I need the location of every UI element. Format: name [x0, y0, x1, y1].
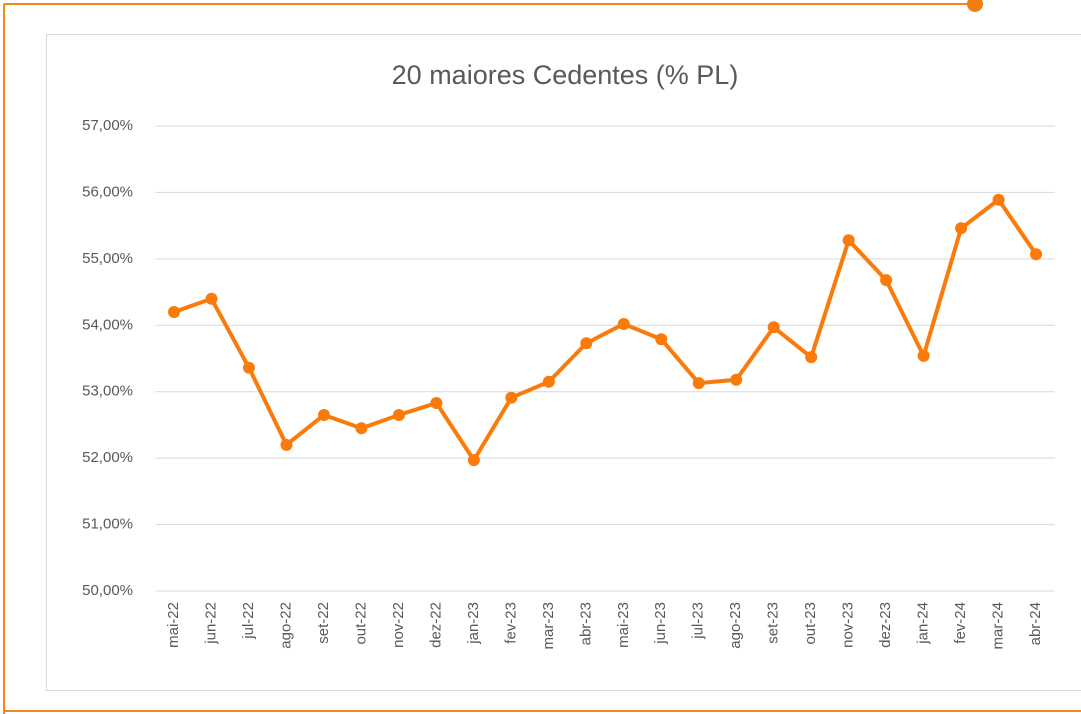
data-point — [730, 373, 743, 386]
data-point — [580, 337, 593, 350]
data-point — [880, 274, 893, 287]
x-tick-label: out-23 — [802, 602, 819, 645]
y-tick-label: 52,00% — [82, 449, 133, 466]
x-tick-label: ago-22 — [277, 602, 294, 649]
x-tick-label: set-22 — [315, 602, 332, 644]
x-tick-label: fev-24 — [952, 602, 969, 644]
y-tick-label: 54,00% — [82, 316, 133, 333]
data-point — [355, 422, 368, 435]
data-point — [392, 408, 405, 421]
data-point — [317, 408, 330, 421]
x-tick-label: jun-22 — [202, 602, 219, 645]
x-tick-label: nov-23 — [840, 602, 857, 648]
x-tick-label: jul-22 — [240, 602, 257, 640]
x-tick-label: dez-23 — [877, 602, 894, 648]
y-tick-label: 53,00% — [82, 383, 133, 400]
x-tick-label: ago-23 — [727, 602, 744, 649]
x-tick-label: nov-22 — [390, 602, 407, 648]
x-tick-label: out-22 — [352, 602, 369, 645]
data-point — [430, 397, 443, 410]
data-point — [955, 222, 968, 235]
data-point — [542, 375, 555, 388]
x-tick-label: jun-23 — [652, 602, 669, 645]
x-tick-label: mar-23 — [540, 602, 557, 650]
data-point — [917, 349, 930, 362]
y-tick-label: 50,00% — [82, 582, 133, 599]
x-tick-label: mai-22 — [165, 602, 182, 648]
data-point — [805, 351, 818, 364]
x-tick-label: set-23 — [765, 602, 782, 644]
y-tick-label: 57,00% — [82, 117, 133, 134]
data-point — [992, 193, 1005, 206]
data-point — [168, 306, 181, 318]
chart-box — [46, 34, 1081, 691]
x-tick-label: jan-23 — [465, 602, 482, 645]
data-point — [767, 321, 780, 334]
data-point — [1030, 248, 1043, 261]
x-tick-label: mai-23 — [615, 602, 632, 648]
x-tick-label: abr-24 — [1027, 602, 1044, 645]
data-point — [842, 234, 855, 247]
data-point — [467, 454, 480, 467]
data-point — [205, 292, 218, 305]
y-tick-label: 51,00% — [82, 516, 133, 533]
data-point — [505, 391, 518, 404]
frame-dot — [967, 0, 983, 12]
data-point — [692, 377, 705, 390]
x-tick-label: jan-24 — [915, 602, 932, 645]
x-tick-label: jul-23 — [690, 602, 707, 640]
line-series — [173, 197, 1038, 463]
data-point — [280, 438, 293, 451]
x-tick-label: abr-23 — [577, 602, 594, 645]
x-tick-label: mar-24 — [990, 602, 1007, 650]
data-point — [242, 361, 255, 374]
data-point — [617, 317, 630, 330]
y-tick-label: 55,00% — [82, 250, 133, 267]
y-tick-label: 56,00% — [82, 183, 133, 200]
x-tick-label: dez-22 — [427, 602, 444, 648]
x-tick-label: fev-23 — [502, 602, 519, 644]
data-point — [655, 333, 668, 346]
chart-title: 20 maiores Cedentes (% PL) — [392, 60, 739, 90]
